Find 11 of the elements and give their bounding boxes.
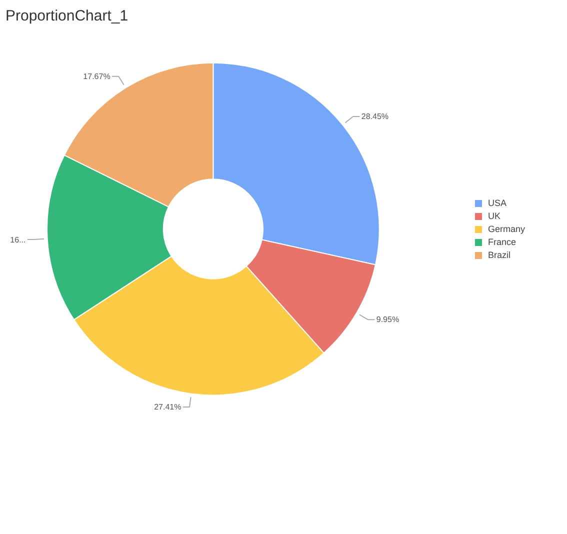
data-label: 28.45%: [361, 112, 389, 122]
legend-label: Brazil: [488, 250, 510, 260]
data-label: 16...: [10, 235, 26, 244]
legend-label: France: [488, 236, 516, 246]
data-label: 17.67%: [83, 72, 110, 81]
legend-label: Germany: [488, 224, 525, 234]
chart-title: ProportionChart_1: [6, 8, 128, 24]
legend-label: UK: [488, 210, 502, 220]
data-label: 27.41%: [154, 402, 182, 412]
data-label: 9.95%: [376, 315, 400, 324]
legend-label: USA: [488, 198, 508, 208]
